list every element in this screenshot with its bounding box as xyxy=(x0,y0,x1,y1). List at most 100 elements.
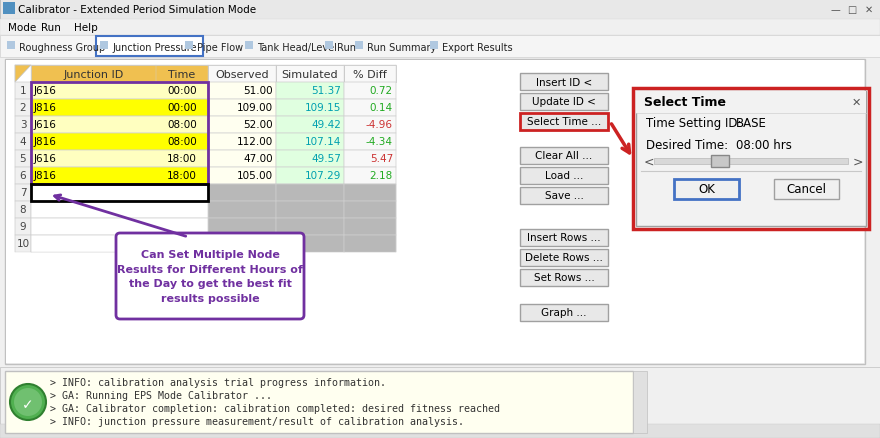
FancyBboxPatch shape xyxy=(15,117,31,134)
Circle shape xyxy=(10,384,46,420)
Text: Delete Rows ...: Delete Rows ... xyxy=(525,253,603,263)
FancyBboxPatch shape xyxy=(355,42,363,50)
FancyBboxPatch shape xyxy=(208,219,276,236)
FancyBboxPatch shape xyxy=(31,219,208,236)
FancyBboxPatch shape xyxy=(344,117,396,134)
FancyBboxPatch shape xyxy=(0,424,880,438)
Text: J616: J616 xyxy=(34,86,57,96)
Text: ✓: ✓ xyxy=(22,397,33,411)
FancyBboxPatch shape xyxy=(208,219,276,236)
Text: Insert ID <: Insert ID < xyxy=(536,78,592,87)
FancyBboxPatch shape xyxy=(344,236,396,252)
Text: 5: 5 xyxy=(19,154,26,164)
FancyBboxPatch shape xyxy=(208,168,276,184)
Text: Select Time: Select Time xyxy=(644,96,726,109)
FancyBboxPatch shape xyxy=(15,184,31,201)
FancyBboxPatch shape xyxy=(276,201,344,219)
Text: Observed: Observed xyxy=(216,69,268,79)
FancyBboxPatch shape xyxy=(344,184,396,201)
FancyBboxPatch shape xyxy=(276,184,344,201)
Text: 107.14: 107.14 xyxy=(304,137,341,147)
FancyBboxPatch shape xyxy=(31,83,208,100)
FancyBboxPatch shape xyxy=(0,0,880,20)
FancyBboxPatch shape xyxy=(5,60,865,364)
FancyBboxPatch shape xyxy=(520,114,608,131)
Text: 18:00: 18:00 xyxy=(167,171,197,181)
FancyBboxPatch shape xyxy=(208,134,276,151)
Text: 08:00: 08:00 xyxy=(167,120,197,130)
FancyBboxPatch shape xyxy=(344,184,396,201)
Text: 08:00: 08:00 xyxy=(167,137,197,147)
FancyBboxPatch shape xyxy=(31,134,208,151)
FancyBboxPatch shape xyxy=(276,134,344,151)
FancyBboxPatch shape xyxy=(15,219,31,236)
Text: > GA: Calibrator completion: calibration completed: desired fitness reached: > GA: Calibrator completion: calibration… xyxy=(50,403,500,413)
FancyBboxPatch shape xyxy=(15,100,31,117)
Text: 105.00: 105.00 xyxy=(237,171,273,181)
Text: —: — xyxy=(830,5,840,15)
FancyBboxPatch shape xyxy=(344,100,396,117)
Text: J816: J816 xyxy=(34,103,57,113)
FancyBboxPatch shape xyxy=(636,92,866,114)
FancyBboxPatch shape xyxy=(15,168,31,184)
FancyBboxPatch shape xyxy=(31,201,208,219)
Text: J816: J816 xyxy=(34,171,57,181)
Text: BASE: BASE xyxy=(736,117,766,130)
FancyBboxPatch shape xyxy=(344,201,396,219)
FancyBboxPatch shape xyxy=(344,201,396,219)
FancyBboxPatch shape xyxy=(344,134,396,151)
FancyBboxPatch shape xyxy=(344,168,396,184)
Text: 51.00: 51.00 xyxy=(244,86,273,96)
Text: Graph ...: Graph ... xyxy=(541,308,587,318)
Text: Simulated: Simulated xyxy=(282,69,338,79)
FancyBboxPatch shape xyxy=(208,201,276,219)
Text: Run: Run xyxy=(41,23,61,33)
Text: Time Setting ID:: Time Setting ID: xyxy=(646,117,742,130)
FancyBboxPatch shape xyxy=(276,201,344,219)
FancyBboxPatch shape xyxy=(208,151,276,168)
Text: 0.72: 0.72 xyxy=(370,86,393,96)
Text: > INFO: junction pressure measurement/result of calibration analysis.: > INFO: junction pressure measurement/re… xyxy=(50,416,464,426)
FancyBboxPatch shape xyxy=(520,249,608,266)
Text: Export Results: Export Results xyxy=(442,43,513,53)
Text: 112.00: 112.00 xyxy=(237,137,273,147)
FancyBboxPatch shape xyxy=(31,100,208,117)
FancyBboxPatch shape xyxy=(276,219,344,236)
Text: Pipe Flow: Pipe Flow xyxy=(197,43,243,53)
FancyBboxPatch shape xyxy=(208,100,276,117)
Text: Run Summary: Run Summary xyxy=(367,43,436,53)
Text: Set Rows ...: Set Rows ... xyxy=(533,273,594,283)
Text: Clear All ...: Clear All ... xyxy=(535,151,592,161)
Text: Calibrator - Extended Period Simulation Mode: Calibrator - Extended Period Simulation … xyxy=(18,5,256,15)
FancyBboxPatch shape xyxy=(31,201,208,219)
Text: 9: 9 xyxy=(19,222,26,232)
Text: <: < xyxy=(644,155,655,168)
FancyBboxPatch shape xyxy=(208,83,276,100)
FancyBboxPatch shape xyxy=(276,236,344,252)
FancyBboxPatch shape xyxy=(276,236,344,252)
Text: Junction Pressure: Junction Pressure xyxy=(112,43,196,53)
FancyBboxPatch shape xyxy=(711,155,729,168)
FancyBboxPatch shape xyxy=(31,66,208,83)
FancyBboxPatch shape xyxy=(276,117,344,134)
FancyBboxPatch shape xyxy=(208,236,276,252)
FancyBboxPatch shape xyxy=(520,304,608,321)
FancyBboxPatch shape xyxy=(344,236,396,252)
FancyBboxPatch shape xyxy=(208,184,276,201)
Text: ✕: ✕ xyxy=(851,98,861,108)
FancyBboxPatch shape xyxy=(520,187,608,205)
Text: 5.47: 5.47 xyxy=(370,154,393,164)
Text: J816: J816 xyxy=(34,137,57,147)
Text: % Diff: % Diff xyxy=(353,69,387,79)
Text: 4: 4 xyxy=(19,137,26,147)
Text: -4.96: -4.96 xyxy=(366,120,393,130)
FancyBboxPatch shape xyxy=(31,219,208,236)
FancyBboxPatch shape xyxy=(520,148,608,165)
FancyBboxPatch shape xyxy=(520,94,608,111)
Text: J616: J616 xyxy=(34,120,57,130)
FancyBboxPatch shape xyxy=(100,42,108,50)
Text: Save ...: Save ... xyxy=(545,191,583,201)
FancyBboxPatch shape xyxy=(654,159,848,165)
Text: ✕: ✕ xyxy=(865,5,873,15)
FancyBboxPatch shape xyxy=(116,233,304,319)
